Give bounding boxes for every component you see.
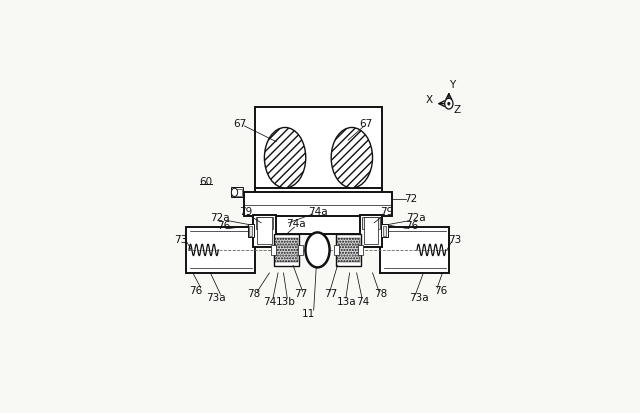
Bar <box>250 226 252 236</box>
Bar <box>256 216 273 229</box>
Bar <box>244 192 392 216</box>
Text: 67: 67 <box>233 119 246 129</box>
Text: Y: Y <box>449 81 456 90</box>
Ellipse shape <box>447 102 450 105</box>
Ellipse shape <box>231 188 237 197</box>
Bar <box>257 216 272 244</box>
Text: 13a: 13a <box>337 297 356 307</box>
Text: 11: 11 <box>302 309 316 318</box>
Text: 76: 76 <box>434 286 447 296</box>
Text: 73a: 73a <box>409 292 428 303</box>
Text: 13b: 13b <box>276 297 296 307</box>
Bar <box>380 227 449 273</box>
Text: 78: 78 <box>374 290 388 299</box>
Text: Z: Z <box>453 105 460 115</box>
Text: 67: 67 <box>360 119 372 129</box>
Bar <box>232 188 242 196</box>
Ellipse shape <box>445 98 453 109</box>
Text: 76: 76 <box>189 286 203 296</box>
Text: 60: 60 <box>199 176 212 187</box>
Text: 72a: 72a <box>406 213 425 223</box>
Text: 77: 77 <box>324 290 338 299</box>
Ellipse shape <box>305 233 330 267</box>
Text: 74: 74 <box>264 297 276 307</box>
Bar <box>275 238 298 262</box>
Bar <box>248 225 254 237</box>
Text: 74a: 74a <box>308 207 327 217</box>
Text: 73: 73 <box>449 235 462 245</box>
Ellipse shape <box>331 128 372 188</box>
Bar <box>271 245 276 255</box>
Ellipse shape <box>264 128 306 188</box>
Bar <box>255 107 382 234</box>
Text: 74a: 74a <box>286 219 306 230</box>
Bar <box>253 215 276 247</box>
Bar <box>360 215 382 247</box>
Text: X: X <box>425 95 433 105</box>
Bar <box>274 234 300 266</box>
Bar <box>336 234 362 266</box>
Text: 73: 73 <box>175 235 188 245</box>
Bar <box>186 227 255 273</box>
Text: 77: 77 <box>294 290 308 299</box>
Text: 72a: 72a <box>210 213 230 223</box>
Bar <box>381 225 388 237</box>
Bar <box>364 216 378 244</box>
Text: 72: 72 <box>404 194 417 204</box>
Text: 78: 78 <box>248 290 261 299</box>
Text: 79: 79 <box>380 207 394 217</box>
Bar <box>231 187 243 197</box>
Bar <box>334 245 339 255</box>
Text: 73a: 73a <box>206 292 226 303</box>
Text: 76: 76 <box>405 221 419 231</box>
Bar <box>383 226 386 236</box>
Text: 74: 74 <box>356 297 370 307</box>
Bar <box>337 238 360 262</box>
Text: 76: 76 <box>217 221 230 231</box>
Text: 79: 79 <box>239 207 252 217</box>
Bar <box>362 216 380 229</box>
Bar <box>298 245 303 255</box>
Bar <box>358 245 363 255</box>
